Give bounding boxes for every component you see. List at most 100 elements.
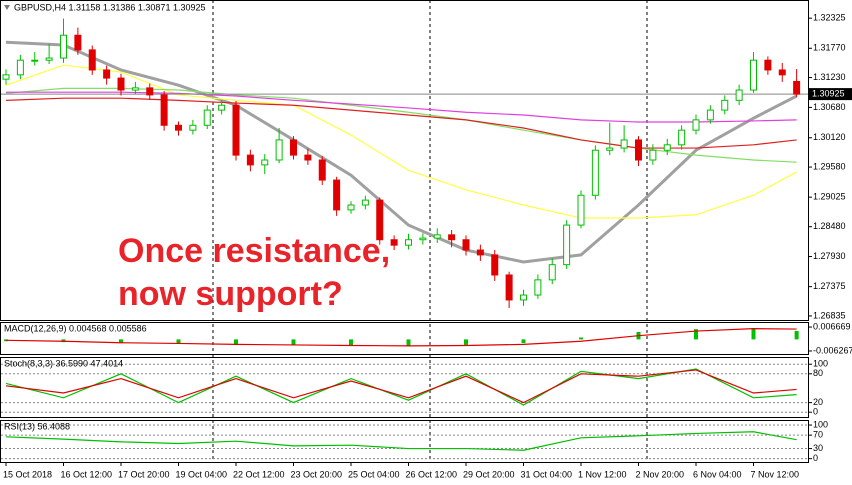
y-tick-label: 80 — [813, 368, 823, 378]
series-line — [5, 369, 797, 404]
macd-bar — [234, 339, 238, 345]
macd-bar — [521, 339, 526, 344]
x-tick-label: 17 Oct 20:00 — [118, 469, 170, 479]
y-tick-label: 1.27375 — [813, 281, 846, 291]
y-tick-label: 1.29025 — [813, 192, 846, 202]
candle-body — [491, 254, 499, 276]
y-tick-label: 0 — [813, 453, 818, 463]
last-price-label: 1.30925 — [812, 88, 845, 98]
x-tick-label: 6 Nov 04:00 — [693, 469, 742, 479]
candle-body — [678, 129, 686, 146]
candle-body — [103, 69, 111, 79]
candle-body — [160, 94, 168, 126]
macd-bar — [406, 339, 411, 346]
candle-body — [361, 199, 369, 206]
x-tick-label: 16 Oct 12:00 — [61, 469, 113, 479]
panel-title: Stoch(8,3,3) 36.5990 47.4014 — [4, 358, 123, 368]
panel-title: MACD(12,26,9) 0.004568 0.005586 — [4, 323, 147, 333]
last-price-box — [809, 88, 852, 101]
candle-body — [175, 124, 182, 131]
x-tick-label: 22 Oct 12:00 — [233, 469, 285, 479]
candle-body — [735, 89, 743, 101]
candle-body — [203, 109, 211, 126]
candle-body — [606, 147, 614, 151]
x-tick-label: 31 Oct 04:00 — [521, 469, 573, 479]
candle-body — [189, 124, 197, 131]
candle-body — [146, 87, 154, 96]
y-tick-label: 1.30680 — [813, 102, 846, 112]
y-tick-label: 1.31230 — [813, 72, 846, 82]
candle-body — [74, 34, 82, 51]
macd-bar — [349, 339, 353, 346]
candle-body — [290, 139, 297, 156]
candle-body — [88, 49, 96, 71]
candle-body — [462, 239, 470, 251]
x-tick-label: 23 Oct 20:00 — [291, 469, 343, 479]
x-tick-label: 7 Nov 12:00 — [751, 469, 800, 479]
candle-body — [246, 154, 254, 166]
y-tick-label: 30 — [813, 443, 823, 453]
candle-body — [2, 74, 10, 80]
candle-body — [275, 139, 283, 161]
candle-body — [45, 57, 53, 61]
y-tick-label: 1.28480 — [813, 221, 846, 231]
macd-bar — [464, 339, 468, 345]
x-tick-label: 2 Nov 20:00 — [636, 469, 685, 479]
candle-body — [563, 224, 571, 266]
y-tick-label: 0 — [813, 407, 818, 417]
candle-body — [620, 139, 628, 149]
x-tick-label: 25 Oct 04:00 — [348, 469, 400, 479]
series-line — [5, 431, 797, 451]
candle-body — [505, 274, 513, 301]
panel-title: RSI(13) 56.4088 — [4, 421, 70, 431]
y-tick-label: 100 — [813, 419, 828, 429]
macd-frame — [0, 322, 809, 355]
macd-bar — [176, 339, 181, 345]
candle-body — [433, 234, 441, 239]
candle-body — [347, 204, 355, 211]
candle-body — [520, 294, 527, 301]
annotation: Once resistance, — [118, 232, 390, 270]
series-line — [5, 40, 798, 264]
y-tick-label: 70 — [813, 429, 823, 439]
candle-body — [232, 104, 240, 156]
candle-body — [117, 77, 125, 91]
y-tick-label: 0.006669 — [813, 321, 851, 331]
y-tick-label: 1.27930 — [813, 251, 846, 261]
candle-body — [793, 80, 801, 95]
candle-body — [764, 59, 772, 71]
candle-body — [548, 264, 556, 281]
series-line — [5, 64, 797, 219]
candle-body — [318, 159, 326, 181]
candle-body — [721, 99, 729, 111]
chart-title: GBPUSD,H4 1.31158 1.31386 1.30871 1.3092… — [14, 2, 205, 12]
macd-bar — [579, 337, 583, 340]
x-tick-label: 26 Oct 12:00 — [406, 469, 458, 479]
macd-bar — [291, 339, 296, 345]
series-line — [6, 91, 797, 123]
candle-body — [591, 149, 599, 196]
candle-body — [405, 239, 412, 246]
candle-body — [448, 234, 456, 241]
candle-body — [304, 154, 312, 161]
symbol-icon — [4, 5, 10, 10]
candle-body — [218, 104, 226, 111]
y-tick-label: 20 — [813, 397, 823, 407]
candle-body — [16, 59, 24, 76]
candle-body — [419, 237, 427, 241]
x-tick-label: 1 Nov 12:00 — [578, 469, 627, 479]
candle-body — [261, 159, 269, 166]
candle-body — [534, 279, 542, 296]
x-tick-label: 19 Oct 04:00 — [176, 469, 228, 479]
candle-body — [778, 69, 786, 76]
day-separators — [212, 0, 648, 462]
y-tick-label: 1.31770 — [813, 43, 846, 53]
candle-body — [31, 59, 39, 62]
candle-body — [692, 119, 700, 131]
candle-body — [649, 149, 657, 161]
main-frame — [0, 0, 809, 321]
candle-body — [663, 144, 671, 151]
annotation: now support? — [118, 275, 343, 313]
candle-body — [131, 87, 139, 91]
y-tick-label: 1.26835 — [813, 310, 846, 320]
